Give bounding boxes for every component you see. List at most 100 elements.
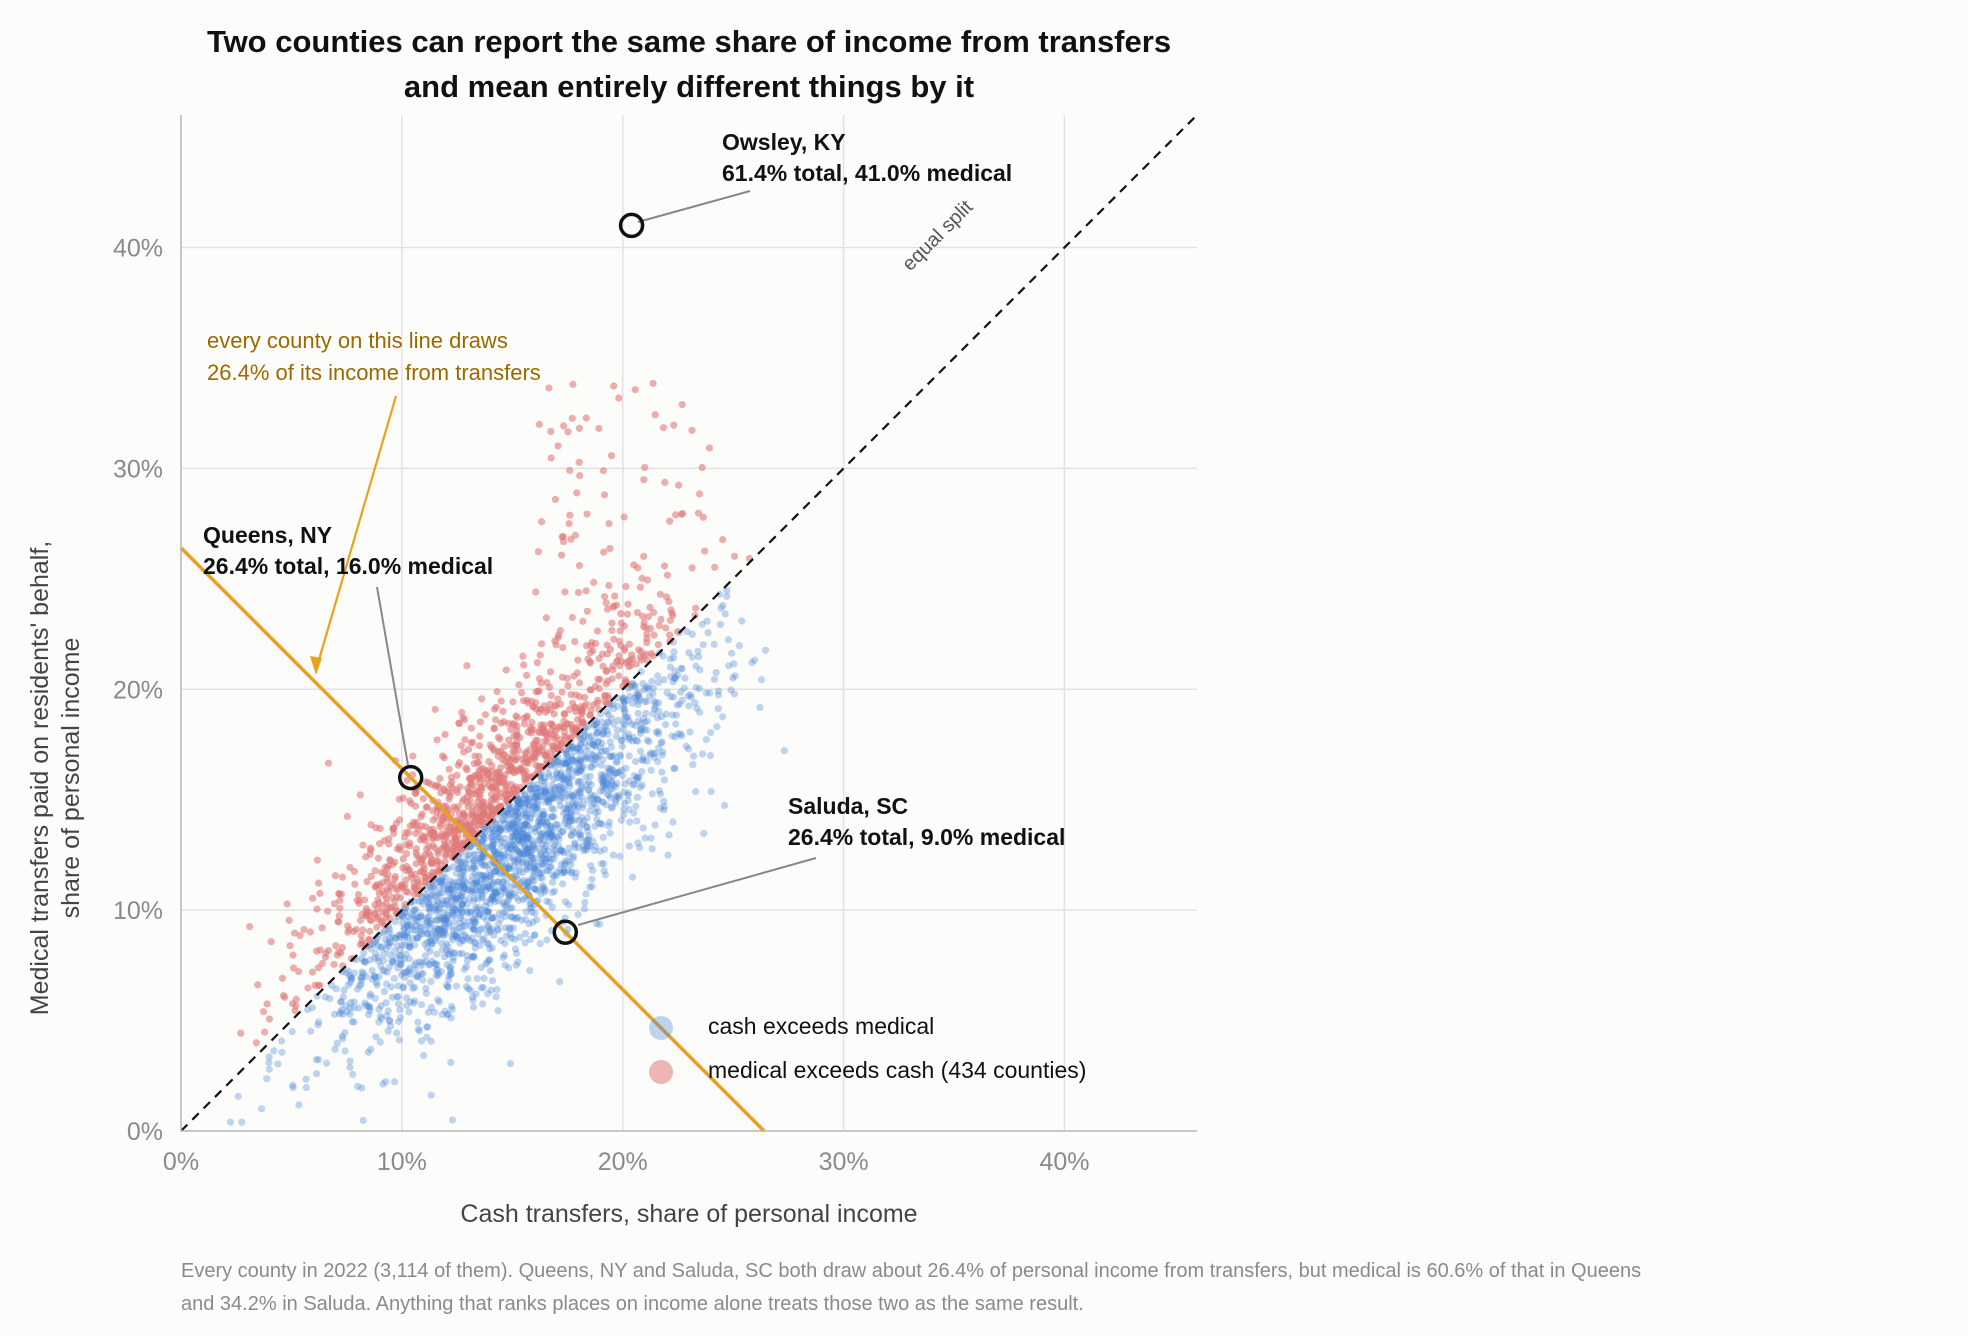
point-cash-exceeds-medical (562, 749, 570, 757)
point-cash-exceeds-medical (574, 910, 582, 919)
point-medical-exceeds-cash (719, 536, 727, 544)
point-cash-exceeds-medical (685, 702, 693, 710)
point-medical-exceeds-cash (587, 706, 595, 714)
point-cash-exceeds-medical (481, 887, 489, 895)
point-cash-exceeds-medical (625, 735, 634, 744)
point-cash-exceeds-medical (487, 825, 495, 834)
point-cash-exceeds-medical (608, 714, 616, 723)
point-medical-exceeds-cash (557, 551, 566, 559)
point-cash-exceeds-medical (541, 844, 549, 852)
point-medical-exceeds-cash (436, 774, 444, 783)
point-cash-exceeds-medical (460, 885, 469, 893)
point-cash-exceeds-medical (588, 875, 596, 883)
point-cash-exceeds-medical (581, 752, 589, 761)
point-cash-exceeds-medical (482, 960, 490, 968)
point-cash-exceeds-medical (525, 920, 533, 928)
point-cash-exceeds-medical (564, 805, 572, 813)
point-cash-exceeds-medical (696, 708, 704, 716)
point-medical-exceeds-cash (441, 730, 449, 739)
point-medical-exceeds-cash (393, 845, 402, 853)
point-cash-exceeds-medical (438, 889, 446, 897)
point-medical-exceeds-cash (615, 652, 623, 660)
point-cash-exceeds-medical (470, 864, 478, 872)
point-cash-exceeds-medical (402, 950, 410, 958)
point-cash-exceeds-medical (563, 805, 571, 813)
point-cash-exceeds-medical (435, 883, 443, 892)
point-cash-exceeds-medical (383, 968, 391, 976)
point-cash-exceeds-medical (414, 1025, 422, 1034)
point-medical-exceeds-cash (436, 820, 444, 828)
point-cash-exceeds-medical (479, 983, 487, 992)
point-cash-exceeds-medical (357, 974, 365, 982)
point-medical-exceeds-cash (503, 762, 511, 770)
point-medical-exceeds-cash (644, 613, 653, 621)
point-medical-exceeds-cash (314, 982, 322, 990)
point-cash-exceeds-medical (510, 824, 518, 832)
point-cash-exceeds-medical (586, 763, 595, 771)
point-medical-exceeds-cash (568, 699, 577, 707)
point-cash-exceeds-medical (522, 795, 530, 803)
point-medical-exceeds-cash (410, 818, 418, 826)
point-cash-exceeds-medical (433, 916, 441, 925)
point-cash-exceeds-medical (658, 713, 666, 721)
point-cash-exceeds-medical (452, 931, 460, 940)
saluda-label-values: 26.4% total, 9.0% medical (788, 824, 1065, 850)
point-cash-exceeds-medical (395, 1036, 403, 1044)
point-cash-exceeds-medical (587, 794, 596, 802)
point-cash-exceeds-medical (429, 885, 437, 893)
point-cash-exceeds-medical (453, 895, 461, 903)
point-cash-exceeds-medical (475, 884, 484, 892)
point-cash-exceeds-medical (514, 913, 522, 921)
point-cash-exceeds-medical (572, 869, 580, 877)
point-medical-exceeds-cash (502, 666, 510, 674)
point-cash-exceeds-medical (506, 864, 514, 873)
point-medical-exceeds-cash (533, 659, 541, 667)
point-medical-exceeds-cash (561, 588, 569, 596)
point-cash-exceeds-medical (688, 653, 696, 661)
point-cash-exceeds-medical (583, 823, 591, 831)
point-medical-exceeds-cash (576, 471, 584, 480)
point-cash-exceeds-medical (529, 918, 537, 926)
point-cash-exceeds-medical (633, 737, 642, 745)
point-medical-exceeds-cash (283, 900, 291, 908)
point-cash-exceeds-medical (428, 957, 436, 965)
point-medical-exceeds-cash (605, 581, 613, 590)
point-cash-exceeds-medical (713, 723, 721, 731)
point-cash-exceeds-medical (534, 862, 542, 870)
point-cash-exceeds-medical (513, 797, 521, 805)
point-cash-exceeds-medical (362, 1002, 370, 1010)
point-cash-exceeds-medical (626, 692, 634, 701)
point-cash-exceeds-medical (385, 928, 393, 936)
point-cash-exceeds-medical (542, 823, 551, 831)
point-cash-exceeds-medical (414, 917, 422, 925)
point-cash-exceeds-medical (634, 839, 642, 847)
point-cash-exceeds-medical (748, 659, 756, 667)
point-cash-exceeds-medical (658, 738, 666, 746)
point-cash-exceeds-medical (519, 896, 527, 904)
point-medical-exceeds-cash (422, 873, 430, 881)
point-cash-exceeds-medical (527, 851, 535, 860)
point-cash-exceeds-medical (506, 821, 514, 829)
grid (181, 115, 1197, 1131)
point-cash-exceeds-medical (521, 843, 529, 851)
point-cash-exceeds-medical (443, 961, 451, 969)
point-cash-exceeds-medical (499, 810, 507, 818)
point-cash-exceeds-medical (657, 739, 665, 747)
point-medical-exceeds-cash (580, 693, 589, 701)
point-medical-exceeds-cash (534, 548, 542, 556)
point-cash-exceeds-medical (328, 982, 336, 990)
point-cash-exceeds-medical (461, 922, 469, 930)
point-cash-exceeds-medical (426, 947, 434, 955)
point-cash-exceeds-medical (597, 860, 606, 868)
point-cash-exceeds-medical (576, 761, 584, 769)
point-cash-exceeds-medical (651, 821, 659, 829)
point-cash-exceeds-medical (487, 871, 495, 879)
point-medical-exceeds-cash (318, 924, 326, 932)
point-cash-exceeds-medical (628, 699, 637, 707)
point-medical-exceeds-cash (417, 813, 425, 821)
point-cash-exceeds-medical (529, 871, 537, 879)
point-cash-exceeds-medical (684, 745, 693, 753)
point-medical-exceeds-cash (356, 791, 364, 799)
point-cash-exceeds-medical (499, 816, 508, 824)
point-cash-exceeds-medical (480, 854, 488, 862)
